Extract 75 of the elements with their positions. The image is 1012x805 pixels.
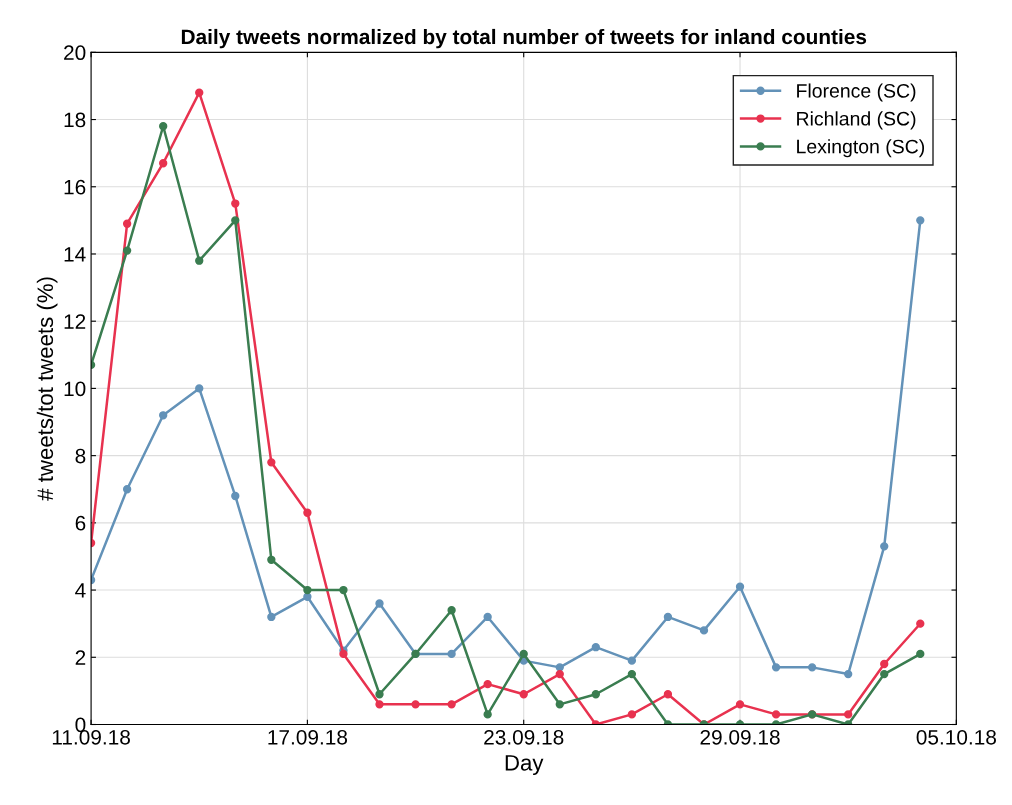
legend-label: Florence (SC) — [797, 83, 916, 102]
y-tick-label: 8 — [75, 448, 86, 464]
legend-label: Richland (SC) — [797, 111, 916, 130]
point — [159, 159, 168, 168]
y-tick-label: 6 — [75, 515, 86, 531]
point — [555, 669, 564, 679]
point — [195, 256, 204, 265]
point — [663, 612, 673, 622]
point — [771, 663, 781, 672]
point — [916, 649, 925, 659]
x-tick-label: 23.09.18 — [484, 729, 564, 745]
point — [880, 669, 889, 679]
point — [519, 649, 528, 659]
point — [195, 88, 204, 97]
y-tick-label: 18 — [64, 112, 86, 128]
y-tick-label: 10 — [64, 381, 86, 397]
point — [807, 663, 817, 672]
point — [483, 710, 492, 719]
point — [591, 643, 600, 652]
y-axis-title: # tweets/tot tweets (%) — [36, 277, 58, 501]
point — [159, 122, 168, 131]
point — [231, 491, 240, 501]
legend-label: Lexington (SC) — [797, 139, 925, 158]
point — [122, 485, 132, 494]
point — [663, 690, 673, 699]
point — [267, 555, 276, 564]
point — [880, 542, 889, 551]
point — [591, 690, 600, 699]
point — [375, 599, 384, 608]
point — [303, 508, 312, 517]
x-tick-label: 17.09.18 — [268, 729, 348, 745]
point — [267, 458, 276, 467]
point — [447, 700, 456, 709]
point — [699, 626, 709, 635]
point — [375, 690, 384, 699]
point — [555, 663, 564, 672]
y-tick-label: 2 — [75, 650, 86, 665]
point — [483, 680, 492, 689]
y-tick-label: 14 — [64, 247, 86, 262]
point — [555, 700, 564, 709]
point — [339, 585, 348, 595]
point — [231, 216, 240, 225]
point — [339, 649, 348, 659]
x-axis-title: Day — [505, 755, 544, 776]
point — [916, 216, 925, 225]
point — [375, 700, 384, 709]
point — [844, 710, 853, 719]
point — [411, 700, 420, 709]
point — [627, 710, 637, 719]
point — [880, 659, 889, 669]
y-tick-label: 12 — [64, 314, 86, 329]
point — [735, 582, 745, 591]
point — [844, 669, 853, 679]
point — [447, 606, 456, 615]
chart-title: Daily tweets normalized by total number of tweets for inland counties — [181, 28, 867, 49]
point — [483, 612, 492, 622]
point — [122, 219, 132, 228]
point — [771, 710, 781, 719]
point — [303, 585, 312, 595]
point — [267, 612, 276, 622]
y-tick-label: 16 — [64, 179, 86, 195]
point — [627, 669, 637, 679]
point — [159, 411, 168, 420]
x-tick-label: 05.10.18 — [916, 729, 996, 745]
y-tick-label: 20 — [64, 45, 86, 61]
point — [122, 246, 132, 255]
x-tick-label: 29.09.18 — [700, 729, 780, 745]
point — [447, 649, 456, 659]
point — [231, 199, 240, 208]
point — [735, 700, 745, 709]
point — [627, 656, 637, 665]
point — [195, 384, 204, 393]
point — [916, 619, 925, 628]
y-tick-label: 4 — [75, 583, 86, 598]
point — [519, 690, 528, 699]
